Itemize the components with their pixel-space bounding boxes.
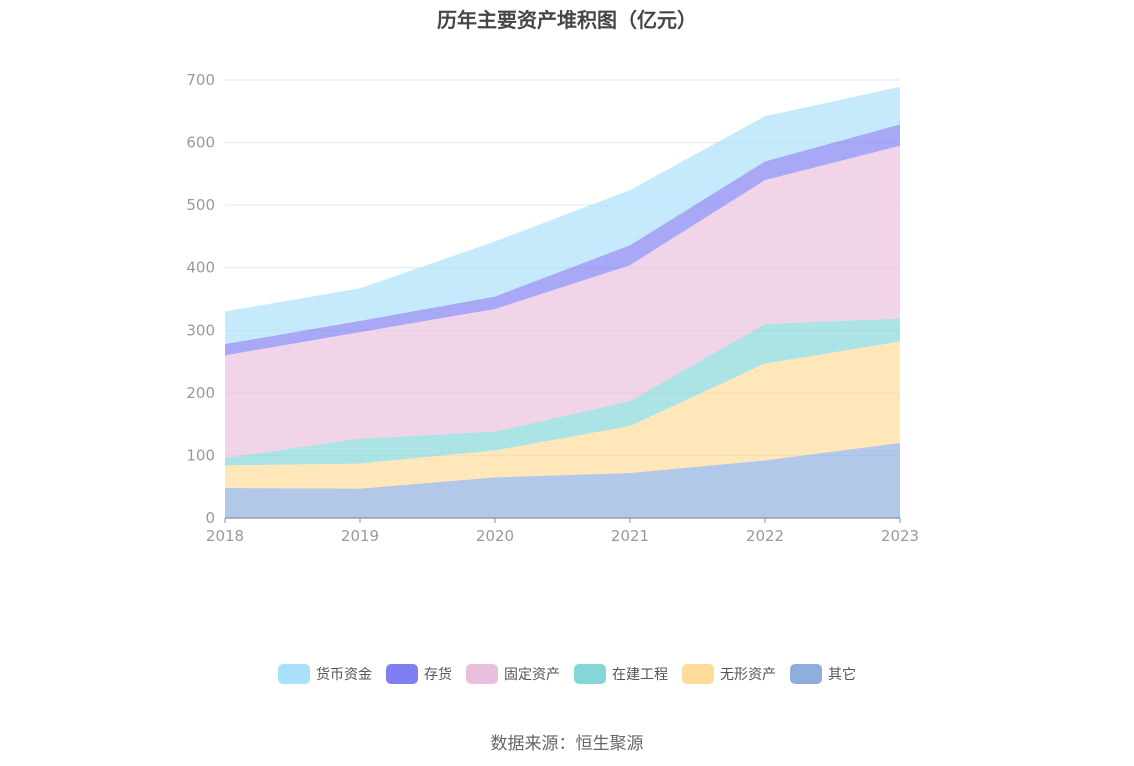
y-tick-label: 500 [186, 196, 215, 214]
legend-swatch [466, 664, 498, 684]
legend-item[interactable]: 存货 [386, 664, 452, 684]
y-tick-label: 300 [186, 321, 215, 339]
chart-title: 历年主要资产堆积图（亿元） [437, 8, 697, 32]
legend-swatch [386, 664, 418, 684]
area-series-1 [225, 442, 900, 518]
legend-swatch [790, 664, 822, 684]
legend-item[interactable]: 固定资产 [466, 664, 560, 684]
y-tick-label: 0 [205, 509, 215, 527]
x-tick-label: 2022 [746, 527, 784, 545]
legend-item[interactable]: 货币资金 [278, 664, 372, 684]
area-series [225, 86, 900, 518]
data-source: 数据来源：恒生聚源 [490, 734, 644, 754]
legend-label: 在建工程 [612, 667, 668, 683]
legend-swatch [278, 664, 310, 684]
y-tick-label: 700 [186, 71, 215, 89]
legend-label: 无形资产 [720, 667, 776, 683]
legend-item[interactable]: 无形资产 [682, 664, 776, 684]
area-series-2 [225, 341, 900, 489]
legend-label: 其它 [828, 667, 856, 683]
area-series-3 [225, 318, 900, 466]
legend-label: 存货 [424, 667, 452, 683]
x-tick-label: 2020 [476, 527, 514, 545]
x-tick-label: 2018 [206, 527, 244, 545]
legend: 货币资金 存货 固定资产 在建工程 无形资产 其它 [0, 664, 1134, 684]
x-tick-label: 2023 [881, 527, 919, 545]
legend-swatch [682, 664, 714, 684]
x-tick-label: 2021 [611, 527, 649, 545]
area-series-5 [225, 124, 900, 356]
area-series-4 [225, 145, 900, 458]
axes: 0 100 200 300 400 500 600 700 2018 2019 2020 2021 20… [186, 71, 919, 545]
area-series-6 [225, 86, 900, 345]
y-tick-label: 200 [186, 384, 215, 402]
y-tick-label: 400 [186, 259, 215, 277]
legend-item[interactable]: 其它 [790, 664, 856, 684]
y-tick-label: 600 [186, 134, 215, 152]
legend-label: 固定资产 [504, 667, 560, 683]
y-tick-label: 100 [186, 446, 215, 464]
legend-swatch [574, 664, 606, 684]
legend-item[interactable]: 在建工程 [574, 664, 668, 684]
x-tick-label: 2019 [341, 527, 379, 545]
legend-label: 货币资金 [316, 667, 372, 683]
